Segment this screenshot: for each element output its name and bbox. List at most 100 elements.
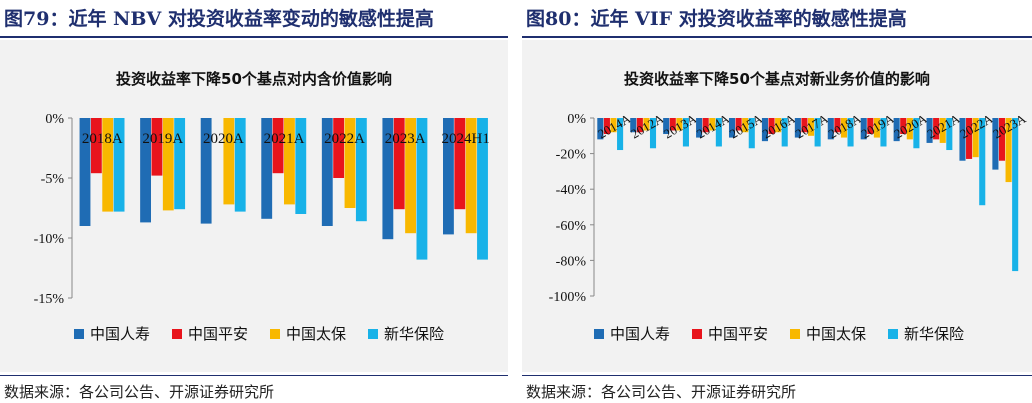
bar (355, 118, 367, 222)
bar (998, 118, 1006, 161)
figure-80: 图80：近年 VIF 对投资收益率的敏感性提高 投资收益率下降50个基点对新业务… (522, 0, 1032, 403)
bar (151, 118, 163, 176)
y-tick-label: -80% (556, 254, 587, 269)
x-tick-label: 2013A (661, 110, 700, 141)
bar (465, 118, 477, 234)
legend-label: 中国太保 (806, 325, 867, 343)
legend-label: 中国平安 (708, 325, 769, 343)
legend-swatch (594, 328, 604, 339)
bar (801, 118, 808, 133)
bar (933, 118, 940, 140)
bar (630, 118, 637, 133)
bar (295, 118, 307, 214)
bar (742, 118, 749, 133)
bar (946, 118, 953, 151)
x-tick-label: 2023A (385, 131, 426, 147)
bar (174, 118, 186, 210)
chart-area: 投资收益率下降50个基点对新业务价值的影响 0% -20% -40% -60% -80%… (522, 40, 1032, 372)
bar (992, 118, 999, 170)
source-rule (522, 375, 1032, 376)
y-tick-label: -60% (556, 219, 587, 234)
bar (610, 118, 617, 133)
chart-title: 投资收益率下降50个基点对内含价值影响 (116, 70, 392, 88)
bar (90, 118, 102, 174)
x-tick-label: 2021A (264, 131, 305, 147)
bar (860, 118, 867, 140)
y-tick-label: -20% (556, 148, 587, 163)
bar (735, 118, 742, 131)
bar (913, 118, 920, 149)
bar (939, 118, 946, 143)
bar (344, 118, 356, 208)
bar (702, 118, 709, 133)
source-note: 数据来源：各公司公告、开源证券研究所 (4, 383, 275, 401)
bar (663, 118, 670, 135)
legend-swatch (790, 328, 801, 339)
legend: 中国人寿 中国平安 中国太保 新华保险 (594, 323, 964, 344)
y-tick-label: -5% (41, 172, 65, 187)
bar (808, 118, 815, 136)
bar (827, 118, 834, 140)
bar (814, 118, 821, 147)
legend-item: 中国人寿 (594, 323, 670, 344)
bar (649, 118, 657, 149)
bar (676, 118, 683, 131)
y-tick-label: 0% (567, 112, 586, 127)
x-tick-label: 2019A (142, 131, 183, 147)
bar (113, 118, 125, 212)
bar (140, 118, 151, 223)
bar (834, 118, 841, 133)
x-tick-label: 2018A (82, 131, 123, 147)
title-rule (522, 36, 1032, 38)
x-tick-label: 2017A (793, 110, 832, 141)
bar (603, 118, 610, 135)
figure-79: 图79：近年 NBV 对投资收益率变动的敏感性提高 投资收益率下降50个基点对内… (0, 0, 508, 403)
bar (200, 118, 212, 224)
legend-swatch (368, 328, 379, 339)
x-tick-label: 2014A (694, 110, 733, 141)
bar (873, 118, 880, 138)
bar (636, 118, 643, 133)
bar-chart: 投资收益率下降50个基点对内含价值影响 0% -5% -10% -15% 2018A 20… (34, 70, 490, 307)
x-tick-label: 2020A (203, 131, 244, 147)
bar (840, 118, 848, 138)
figure-title: 图80：近年 VIF 对投资收益率的敏感性提高 (526, 8, 907, 30)
legend-item: 中国平安 (692, 323, 768, 344)
bar (880, 118, 887, 147)
bar (906, 118, 913, 140)
bar-chart: 投资收益率下降50个基点对新业务价值的影响 0% -20% -40% -60% -80%… (549, 70, 1029, 305)
bar (393, 118, 405, 210)
bar (454, 118, 466, 210)
legend-item: 中国太保 (270, 323, 346, 344)
y-tick-label: -100% (549, 290, 587, 305)
legend-swatch (172, 328, 183, 339)
x-tick-label: 2016A (760, 110, 799, 141)
bar (284, 118, 295, 205)
bar (781, 118, 788, 147)
bar (979, 118, 986, 206)
bar (761, 118, 768, 142)
bar (900, 118, 907, 135)
bar (102, 118, 114, 212)
bar (477, 118, 488, 260)
bar (597, 118, 604, 140)
x-tick-label: 2024H1 (442, 131, 490, 147)
legend-item: 新华保险 (368, 323, 444, 344)
legend-label: 中国太保 (286, 325, 347, 343)
bar (715, 118, 722, 147)
bar (794, 118, 801, 138)
legend-swatch (888, 328, 899, 339)
legend-swatch (270, 328, 281, 339)
legend-label: 中国人寿 (90, 325, 151, 343)
title-rule (0, 36, 508, 38)
y-tick-label: 0% (45, 112, 64, 127)
bar (682, 118, 689, 147)
legend-label: 中国平安 (188, 325, 249, 343)
bar (775, 118, 782, 133)
bar (416, 118, 428, 260)
legend-item: 中国平安 (172, 323, 248, 344)
bar (728, 118, 736, 138)
bar (768, 118, 775, 135)
bar (1012, 118, 1019, 272)
bar (234, 118, 246, 212)
